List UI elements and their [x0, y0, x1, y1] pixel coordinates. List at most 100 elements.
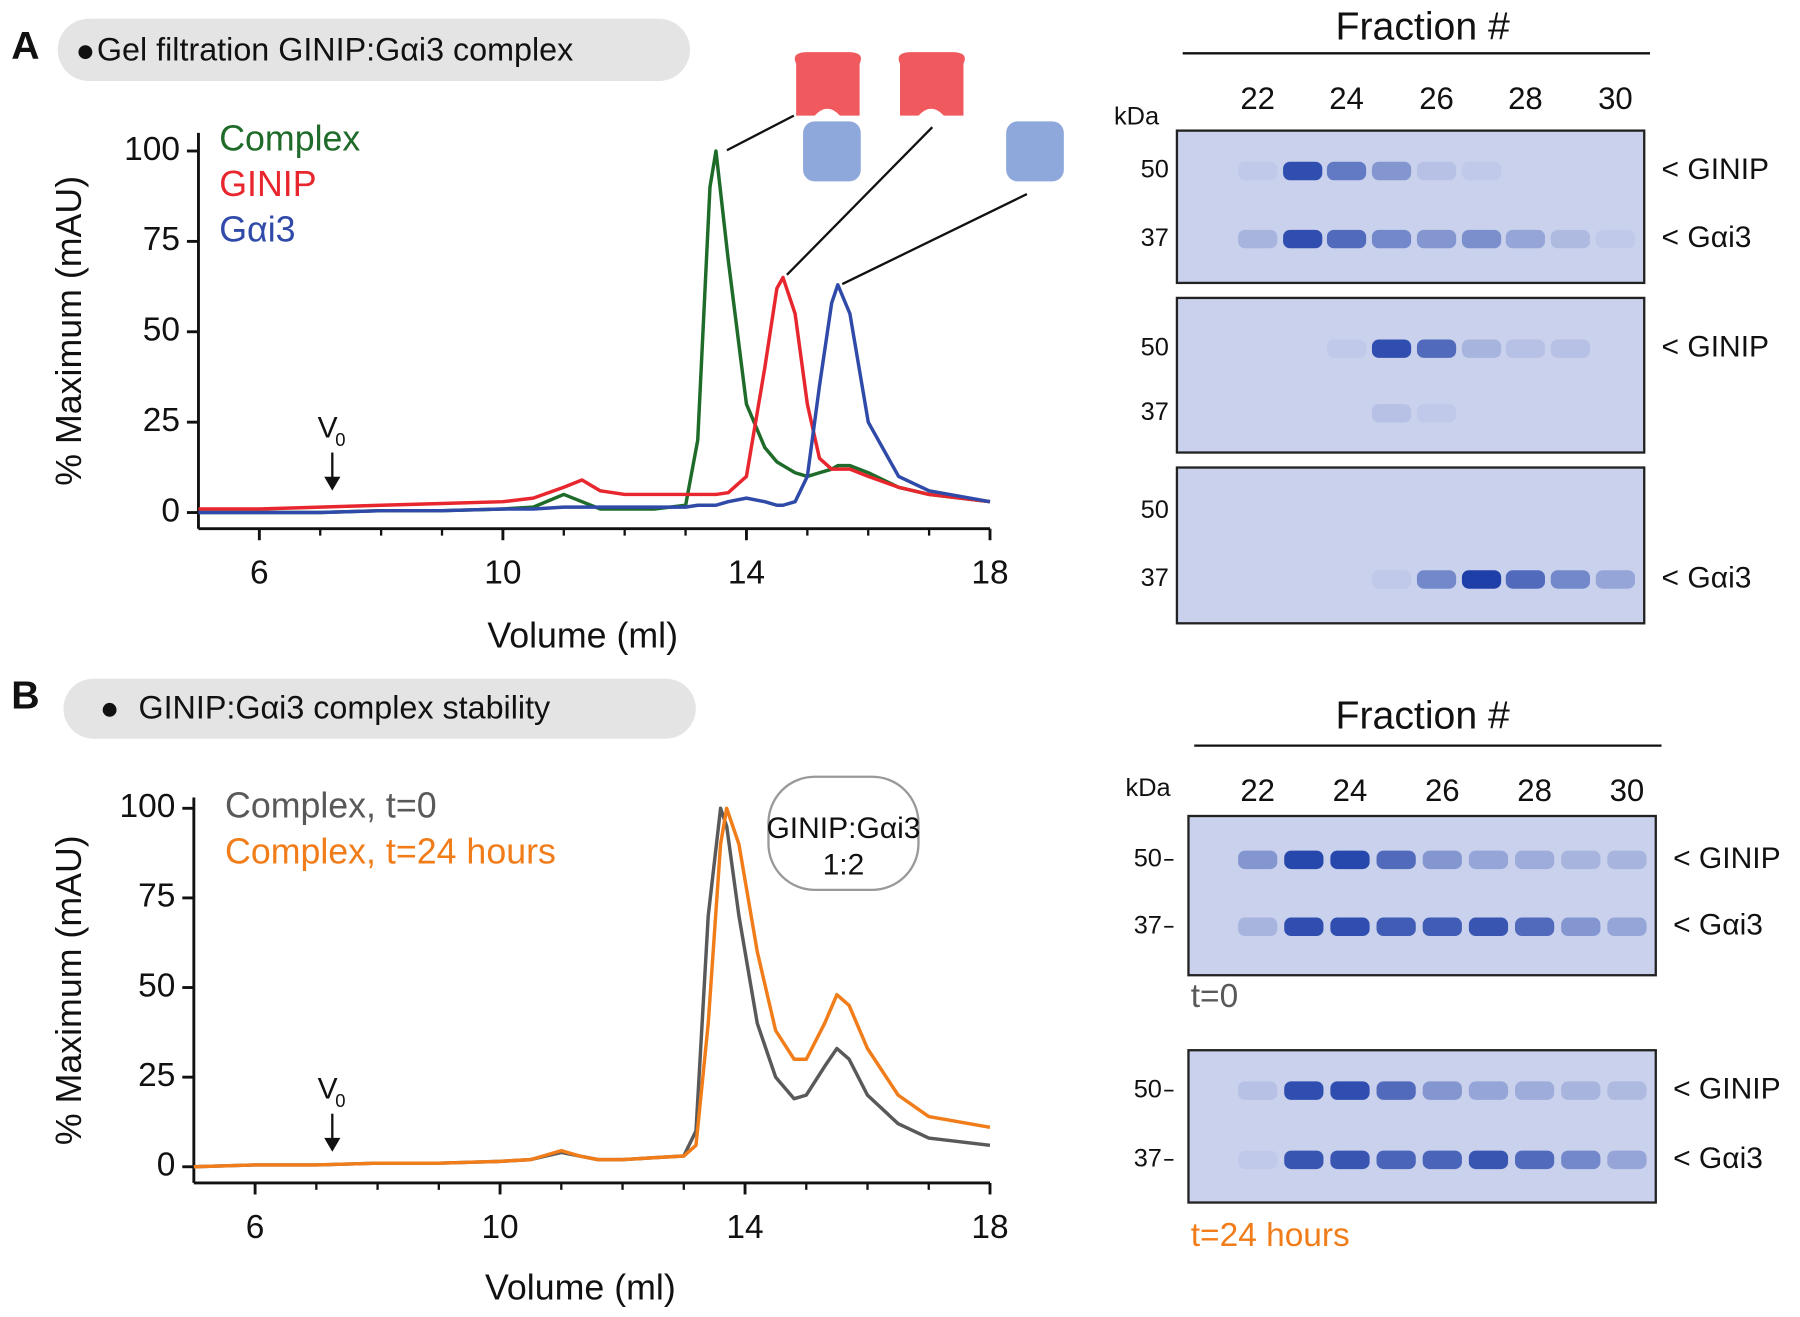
gel-band	[1376, 917, 1416, 936]
gel-band	[1326, 229, 1367, 249]
gel-band	[1376, 1081, 1416, 1100]
series-line	[198, 275, 991, 511]
gel-band	[1607, 1150, 1647, 1170]
x-tick-label: 18	[971, 555, 1008, 592]
band-label: < GINIP	[1673, 1073, 1781, 1106]
void-volume-subscript: 0	[335, 1090, 345, 1111]
panel-label: A	[11, 24, 39, 68]
fraction-label: 30	[1598, 81, 1633, 116]
gel-band	[1283, 161, 1323, 181]
leader-line	[786, 126, 934, 276]
ratio-label: GINIP:Gαi3	[766, 812, 920, 845]
y-tick-label: 75	[138, 878, 175, 915]
bullet	[102, 702, 117, 717]
x-tick-label: 14	[726, 1209, 763, 1246]
ratio-box	[767, 775, 920, 891]
gel-band	[1326, 161, 1367, 181]
arrow-head	[324, 476, 341, 491]
x-tick-label: 14	[728, 555, 765, 592]
y-tick-label: 75	[143, 221, 180, 258]
gel-band	[1371, 570, 1412, 589]
gel-band	[1238, 850, 1278, 870]
kda-label: kDa	[1114, 103, 1160, 131]
gel-band	[1607, 917, 1647, 936]
marker-label: 50	[1141, 333, 1169, 361]
gel-band	[1422, 1150, 1462, 1170]
gel-image	[1187, 1049, 1657, 1204]
band-label: < Gαi3	[1673, 1142, 1763, 1175]
series-line	[193, 806, 991, 1169]
gel-band	[1416, 161, 1457, 181]
ginip-cartoon	[794, 52, 862, 116]
leader-line	[841, 193, 1028, 286]
x-tick-label: 6	[250, 555, 269, 592]
band-label: < GINIP	[1662, 331, 1770, 364]
gel-band	[1371, 229, 1412, 249]
gel-band	[1607, 850, 1647, 870]
gel-band	[1468, 1081, 1509, 1100]
gel-band	[1416, 229, 1457, 249]
bullet	[78, 45, 93, 60]
gel-band	[1371, 339, 1412, 358]
gel-band	[1461, 570, 1502, 589]
gel-image	[1175, 296, 1646, 454]
gel-band	[1505, 570, 1545, 589]
chart-title: GINIP:Gαi3 complex stability	[138, 689, 551, 725]
marker-label: 50	[1141, 496, 1169, 524]
void-volume-label: V	[318, 1073, 338, 1106]
marker-label: 37	[1141, 564, 1169, 592]
band-label: < Gαi3	[1673, 909, 1763, 942]
gel-band	[1561, 1150, 1601, 1170]
y-tick-label: 25	[143, 402, 180, 439]
gel-caption: t=24 hours	[1191, 1217, 1350, 1254]
gel-band	[1515, 917, 1555, 936]
panel-label: B	[11, 674, 39, 718]
x-axis-label: Volume (ml)	[485, 1268, 676, 1308]
fraction-label: 26	[1419, 81, 1454, 116]
gel-band	[1561, 917, 1601, 936]
band-label: < GINIP	[1662, 153, 1770, 186]
fraction-label: 22	[1240, 773, 1275, 808]
band-label: < Gαi3	[1662, 561, 1752, 594]
fraction-label: 28	[1508, 81, 1543, 116]
marker-label: 50	[1134, 1075, 1162, 1103]
marker-label: 50	[1141, 156, 1169, 184]
y-tick-label: 0	[161, 492, 180, 529]
arrow-head	[324, 1137, 341, 1152]
gel-band	[1422, 917, 1462, 936]
gel-band	[1461, 161, 1502, 181]
gel-band	[1550, 229, 1590, 249]
gel-band	[1330, 850, 1370, 870]
chart-title: Gel filtration GINIP:Gαi3 complex	[97, 32, 573, 68]
ginip-cartoon	[898, 52, 965, 116]
series-line	[198, 149, 991, 515]
fraction-label: 24	[1329, 81, 1364, 116]
gel-band	[1330, 917, 1370, 936]
band-label: < GINIP	[1673, 842, 1781, 875]
legend-entry: GINIP	[219, 164, 316, 204]
y-tick-label: 25	[138, 1057, 175, 1094]
x-tick-label: 10	[481, 1209, 518, 1246]
y-tick-label: 100	[120, 788, 176, 825]
gel-caption: t=0	[1191, 978, 1238, 1015]
marker-label: 37	[1134, 911, 1162, 939]
gel-band	[1422, 1081, 1462, 1100]
band-label: < Gαi3	[1662, 221, 1752, 254]
legend-entry: Complex, t=24 hours	[225, 832, 556, 872]
void-volume-label: V	[318, 411, 338, 444]
gel-band	[1561, 850, 1601, 870]
gel-band	[1284, 917, 1324, 936]
gel-header: Fraction #	[1335, 693, 1510, 737]
legend-entry: Complex	[219, 118, 360, 158]
gel-band	[1376, 850, 1416, 870]
gel-band	[1416, 404, 1457, 423]
legend-entry: Gαi3	[219, 210, 295, 250]
void-volume-subscript: 0	[335, 429, 345, 450]
gel-band	[1468, 917, 1509, 936]
gel-band	[1461, 339, 1502, 358]
gel-band	[1461, 229, 1502, 249]
gel-band	[1607, 1081, 1647, 1100]
gel-band	[1376, 1150, 1416, 1170]
